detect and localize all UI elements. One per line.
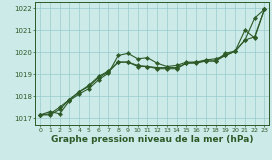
X-axis label: Graphe pression niveau de la mer (hPa): Graphe pression niveau de la mer (hPa) (51, 135, 254, 144)
